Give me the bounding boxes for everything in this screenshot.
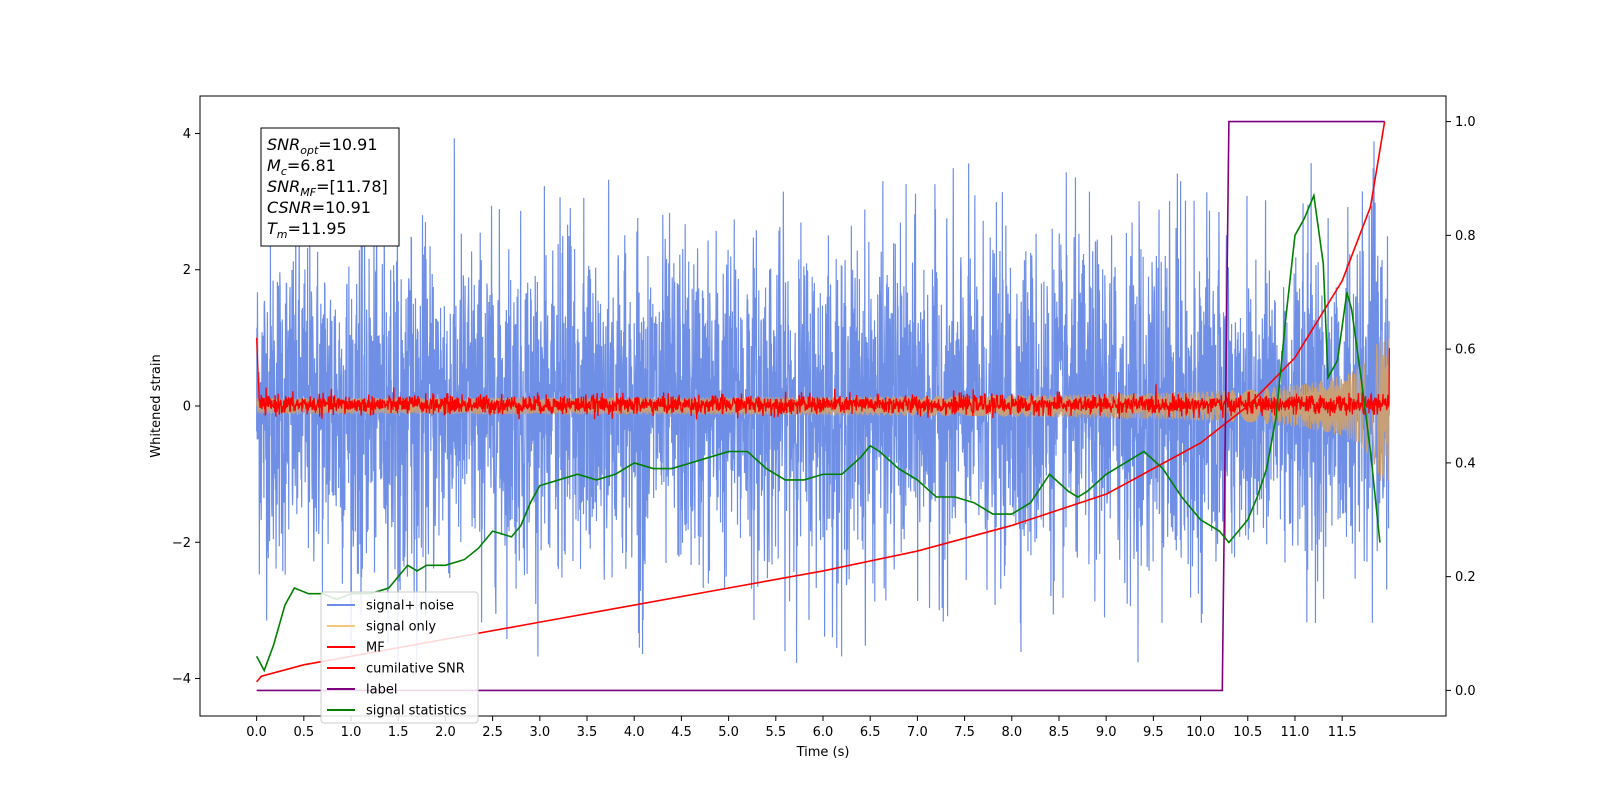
legend-label: signal+ noise	[366, 599, 454, 614]
x-tick-label: 11.5	[1328, 725, 1357, 740]
x-tick-label: 4.5	[671, 725, 692, 740]
x-tick-label: 0.0	[246, 725, 267, 740]
y-tick-label: 2	[183, 263, 191, 278]
x-tick-label: 1.0	[341, 725, 362, 740]
x-tick-label: 5.5	[765, 725, 786, 740]
y-tick-label: 0	[183, 400, 191, 415]
y-tick-label: −4	[172, 672, 191, 687]
x-tick-label: 11.0	[1280, 725, 1309, 740]
x-tick-label: 6.0	[813, 725, 834, 740]
stats-annotation-line: SNRopt=10.91	[267, 135, 378, 157]
x-tick-label: 9.5	[1143, 725, 1164, 740]
legend-label: label	[366, 683, 397, 698]
series-label	[256, 120, 1385, 692]
y2-tick-label: 0.0	[1455, 684, 1476, 699]
legend: signal+ noise signal only MF cumilative SNR…	[320, 591, 479, 724]
x-tick-label: 3.0	[529, 725, 550, 740]
x-tick-label: 9.0	[1096, 725, 1117, 740]
y2-tick-label: 0.4	[1455, 456, 1476, 471]
legend-label: signal statistics	[366, 704, 467, 719]
series-signal-noise	[256, 127, 1390, 664]
x-tick-label: 7.0	[907, 725, 928, 740]
y2-tick-label: 1.0	[1455, 115, 1476, 130]
stats-annotation-line: SNRMF=[11.78]	[267, 177, 388, 199]
y2-tick-label: 0.8	[1455, 229, 1476, 244]
stats-annotation-line: Mc=6.81	[267, 156, 336, 178]
legend-frame	[320, 591, 479, 724]
axes: 0.0 0.5 1.0 1.5 2.0 2.5 3.0 3.5 4.0 4.5 5.0 5.5 6.0 6…	[172, 115, 1476, 740]
x-tick-label: 6.5	[860, 725, 881, 740]
legend-label: MF	[366, 641, 385, 656]
y-tick-label: 4	[183, 127, 191, 142]
x-tick-label: 0.5	[293, 725, 314, 740]
series-signal-statistics	[255, 192, 1381, 673]
stats-annotation-line: Tm=11.95	[267, 219, 347, 241]
stats-annotation-frame	[260, 127, 400, 247]
x-tick-label: 8.0	[1001, 725, 1022, 740]
y2-tick-label: 0.2	[1455, 570, 1476, 585]
x-tick-label: 7.5	[954, 725, 975, 740]
x-tick-label: 2.5	[482, 725, 503, 740]
legend-label: signal only	[366, 620, 436, 635]
x-tick-label: 3.5	[577, 725, 598, 740]
x-tick-label: 10.5	[1233, 725, 1262, 740]
x-tick-label: 2.0	[435, 725, 456, 740]
y2-tick-label: 0.6	[1455, 343, 1476, 358]
x-tick-label: 1.5	[388, 725, 409, 740]
x-tick-label: 10.0	[1186, 725, 1215, 740]
x-tick-label: 8.5	[1049, 725, 1070, 740]
legend-label: cumilative SNR	[366, 662, 465, 677]
y-tick-label: −2	[172, 536, 191, 551]
stats-annotation-line: CSNR=10.91	[267, 198, 371, 217]
x-tick-label: 5.0	[718, 725, 739, 740]
x-tick-label: 4.0	[624, 725, 645, 740]
stats-annotation-box: SNRopt=10.91Mc=6.81SNRMF=[11.78]CSNR=10.…	[260, 127, 400, 247]
x-axis-label: Time (s)	[796, 745, 850, 760]
series-mf	[255, 337, 1391, 420]
y-axis-label: Whitened strain	[149, 354, 164, 457]
